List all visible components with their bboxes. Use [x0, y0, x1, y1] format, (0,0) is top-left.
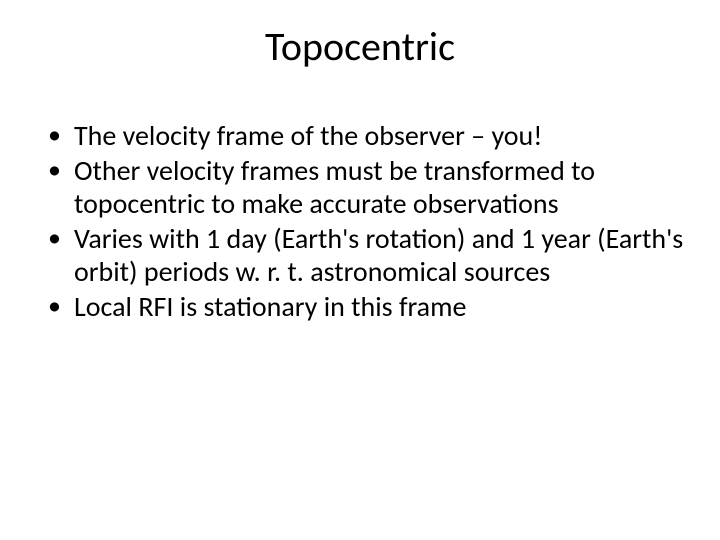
slide: Topocentric The velocity frame of the ob… — [0, 0, 720, 540]
slide-body: The velocity frame of the observer – you… — [0, 71, 720, 323]
slide-title: Topocentric — [0, 0, 720, 71]
list-item: Varies with 1 day (Earth's rotation) and… — [48, 222, 688, 288]
list-item: Local RFI is stationary in this frame — [48, 290, 688, 323]
list-item: The velocity frame of the observer – you… — [48, 119, 688, 152]
bullet-list: The velocity frame of the observer – you… — [48, 119, 688, 323]
list-item: Other velocity frames must be transforme… — [48, 154, 688, 220]
